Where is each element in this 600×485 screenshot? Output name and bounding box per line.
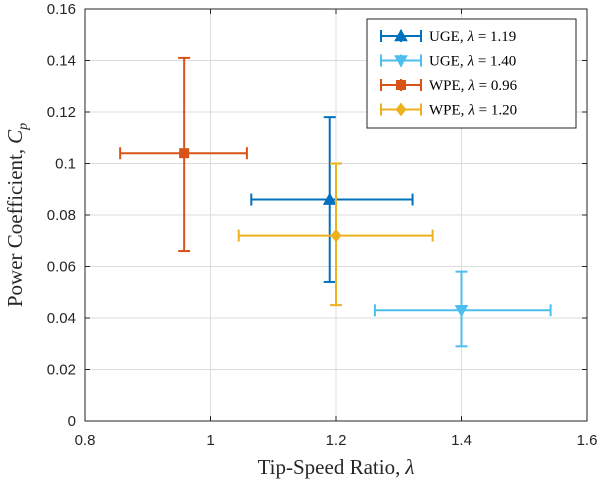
- x-tick-label: 1.6: [577, 432, 598, 449]
- series-1: [373, 270, 552, 348]
- y-tick-label: 0: [68, 413, 76, 430]
- legend-label: WPE, λ = 1.20: [429, 103, 517, 119]
- legend-item-0: UGE, λ = 1.19: [380, 28, 516, 45]
- series-3: [237, 162, 434, 307]
- x-tick-label: 1.2: [326, 432, 347, 449]
- triangle-up-marker: [322, 192, 337, 205]
- square-marker: [396, 80, 406, 90]
- y-axis-title: Power Coefficient,Cp: [3, 123, 31, 307]
- legend-label: UGE, λ = 1.19: [429, 29, 516, 45]
- y-tick-label: 0.08: [47, 207, 76, 224]
- series-0: [250, 116, 414, 283]
- triangle-down-marker: [394, 55, 408, 68]
- y-tick-label: 0.16: [47, 1, 76, 18]
- y-tick-label: 0.14: [47, 53, 76, 70]
- x-axis-title: Tip-Speed Ratio, λ: [258, 455, 415, 479]
- legend-item-1: UGE, λ = 1.40: [380, 54, 516, 70]
- diamond-marker: [330, 228, 342, 243]
- data-series: [119, 56, 552, 348]
- diamond-marker: [395, 102, 407, 117]
- legend-item-3: WPE, λ = 1.20: [380, 102, 517, 119]
- series-2: [119, 56, 248, 253]
- legend: UGE, λ = 1.19 UGE, λ = 1.40 WPE, λ = 0.96 WPE,…: [366, 18, 577, 129]
- square-marker: [179, 148, 190, 159]
- triangle-up-marker: [394, 28, 408, 42]
- x-tick-label: 1.4: [451, 432, 472, 449]
- legend-item-2: WPE, λ = 0.96: [380, 78, 518, 94]
- y-tick-label: 0.1: [55, 156, 76, 173]
- axis-ticks: 0.8 1 1.2 1.4 1.6 0 0.02 0.04 0.06 0.08 0.1 0.12 0.1…: [47, 1, 598, 449]
- legend-label: UGE, λ = 1.40: [429, 54, 516, 70]
- y-tick-label: 0.04: [47, 310, 76, 327]
- legend-label: WPE, λ = 0.96: [429, 78, 518, 94]
- x-tick-label: 1: [206, 432, 214, 449]
- y-tick-label: 0.12: [47, 104, 76, 121]
- triangle-down-marker: [454, 304, 469, 318]
- y-tick-label: 0.02: [47, 362, 76, 379]
- y-tick-label: 0.06: [47, 259, 76, 276]
- x-tick-label: 0.8: [75, 432, 96, 449]
